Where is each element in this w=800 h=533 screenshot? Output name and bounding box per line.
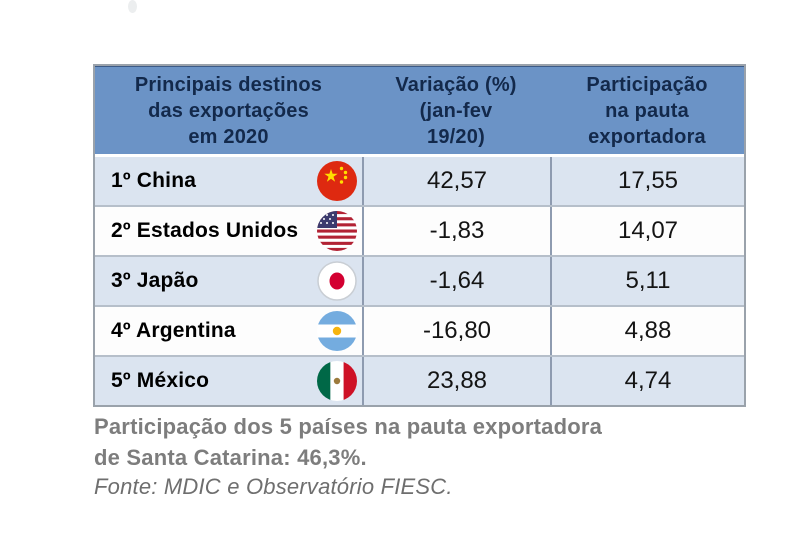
variacao-cell: 23,88 [362, 357, 550, 405]
mexico-flag-icon [317, 361, 357, 401]
country-label: 3º Japão [111, 269, 199, 292]
country-label: 4º Argentina [111, 319, 236, 342]
country-label: 1º China [111, 169, 197, 192]
country-cell: 4º Argentina [95, 307, 362, 355]
country-cell: 3º Japão [95, 257, 362, 305]
participacao-cell: 17,55 [550, 157, 744, 205]
header-participacao: Participação na pauta exportadora [586, 73, 708, 148]
table-row-argentina: 4º Argentina -16,80 4,88 [95, 305, 744, 355]
table-row-estados-unidos: 2º Estados Unidos [95, 205, 744, 255]
table-row-china: 1º China 42,57 17,55 [95, 157, 744, 205]
table-row-japao: 3º Japão -1,64 5,11 [95, 255, 744, 305]
header-destinos: Principais destinos das exportações em 2… [134, 73, 323, 148]
country-cell: 1º China [95, 157, 362, 205]
participacao-cell: 4,74 [550, 357, 744, 405]
japan-flag-icon [317, 261, 357, 301]
country-label: 2º Estados Unidos [111, 219, 299, 242]
variacao-cell: -16,80 [362, 307, 550, 355]
country-cell: 2º Estados Unidos [95, 207, 362, 255]
participacao-cell: 14,07 [550, 207, 744, 255]
table-row-mexico: 5º México 23,88 4,74 [95, 355, 744, 405]
header-variacao: Variação (%) (jan-fev 19/20) [395, 73, 517, 148]
variacao-cell: -1,83 [362, 207, 550, 255]
variacao-cell: 42,57 [362, 157, 550, 205]
country-label: 5º México [111, 369, 210, 392]
usa-flag-icon [317, 211, 357, 251]
table-header-row: Principais destinos das exportações em 2… [95, 66, 744, 157]
participacao-cell: 5,11 [550, 257, 744, 305]
source-line: Fonte: MDIC e Observatório FIESC. [94, 474, 453, 499]
participation-note: Participação dos 5 países na pauta expor… [94, 414, 603, 471]
exports-table: Principais destinos das exportações em 2… [93, 64, 746, 407]
country-cell: 5º México [95, 357, 362, 405]
variacao-cell: -1,64 [362, 257, 550, 305]
participacao-cell: 4,88 [550, 307, 744, 355]
china-flag-icon [317, 161, 357, 201]
argentina-flag-icon [317, 311, 357, 351]
stray-mark [128, 0, 137, 13]
